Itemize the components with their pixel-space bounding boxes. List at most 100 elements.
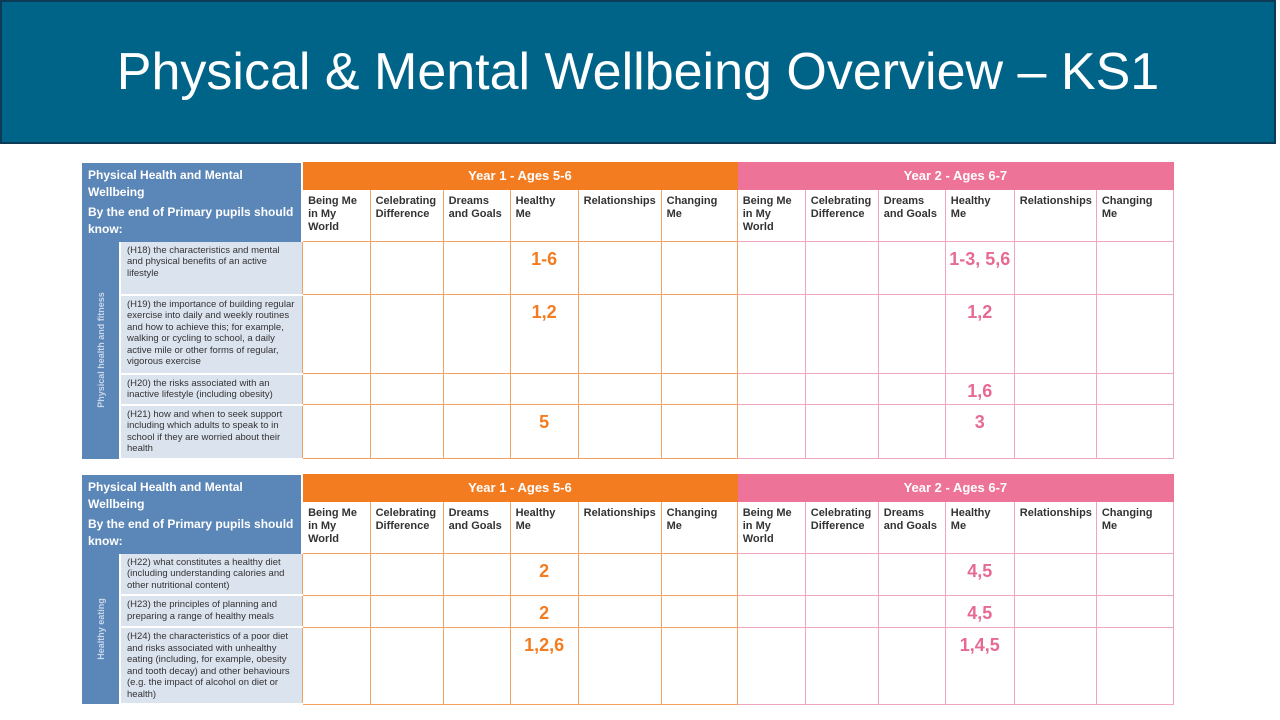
column-header: Dreams and Goals bbox=[877, 500, 946, 555]
year-header-row: Physical Health and Mental Wellbeing By t… bbox=[82, 474, 1175, 554]
column-header: Healthy Me bbox=[944, 500, 1015, 555]
statement-cell: (H21) how and when to seek support inclu… bbox=[120, 404, 303, 460]
year2-cell bbox=[804, 241, 879, 295]
year2-cell bbox=[877, 594, 946, 628]
year1-cell bbox=[369, 553, 444, 596]
section-label: Physical health and fitness bbox=[82, 241, 121, 459]
year2-cell bbox=[877, 626, 946, 705]
year1-cell bbox=[577, 373, 662, 405]
year1-header: Year 1 - Ages 5-6 bbox=[301, 162, 738, 190]
year2-cell bbox=[1095, 241, 1175, 295]
column-header: Celebrating Difference bbox=[804, 188, 879, 243]
table-row: (H20) the risks associated with an inact… bbox=[82, 373, 1175, 406]
year2-cell: 1,6 bbox=[944, 373, 1015, 405]
year1-cell: 5 bbox=[509, 404, 579, 459]
year1-cell: 1,2,6 bbox=[509, 626, 579, 705]
statement-cell: (H22) what constitutes a healthy diet (i… bbox=[120, 553, 303, 596]
heading-text: Physical Health and Mental Wellbeing bbox=[88, 167, 243, 199]
year2-cell bbox=[1013, 404, 1097, 459]
year-header-row: Physical Health and Mental Wellbeing By t… bbox=[82, 162, 1175, 242]
column-header-row: Being Me in My World Celebrating Differen… bbox=[82, 188, 1175, 243]
subheading-text: By the end of Primary pupils should know… bbox=[88, 204, 294, 236]
year1-cell bbox=[577, 404, 662, 459]
year1-cell bbox=[660, 626, 738, 705]
column-header: Being Me in My World bbox=[736, 500, 806, 555]
year2-cell bbox=[1013, 294, 1097, 374]
year2-header: Year 2 - Ages 6-7 bbox=[736, 474, 1175, 502]
year1-cell bbox=[301, 294, 371, 374]
year2-cell bbox=[804, 553, 879, 596]
year1-cell bbox=[577, 594, 662, 628]
year2-cell bbox=[804, 626, 879, 705]
column-header: Healthy Me bbox=[944, 188, 1015, 243]
statement-cell: (H19) the importance of building regular… bbox=[120, 294, 303, 375]
year2-cell bbox=[1095, 626, 1175, 705]
year1-cell bbox=[301, 373, 371, 405]
year2-cell bbox=[736, 373, 806, 405]
year2-cell bbox=[1013, 373, 1097, 405]
year2-cell bbox=[736, 241, 806, 295]
year1-cell bbox=[369, 404, 444, 459]
year2-cell bbox=[1095, 594, 1175, 628]
year1-cell bbox=[301, 404, 371, 459]
table-row: (H24) the characteristics of a poor diet… bbox=[82, 626, 1175, 705]
year1-cell bbox=[577, 626, 662, 705]
year2-cell bbox=[1013, 241, 1097, 295]
column-header: Dreams and Goals bbox=[442, 500, 511, 555]
year2-cell bbox=[877, 373, 946, 405]
year1-cell bbox=[369, 626, 444, 705]
year1-cell bbox=[369, 373, 444, 405]
table-row: (H19) the importance of building regular… bbox=[82, 294, 1175, 375]
year1-cell bbox=[577, 553, 662, 596]
table-row: (H23) the principles of planning and pre… bbox=[82, 594, 1175, 628]
page-title: Physical & Mental Wellbeing Overview – K… bbox=[116, 43, 1160, 101]
year1-cell bbox=[369, 294, 444, 374]
column-header: Being Me in My World bbox=[301, 500, 371, 555]
year2-cell bbox=[877, 404, 946, 459]
year1-cell bbox=[301, 553, 371, 596]
column-header: Being Me in My World bbox=[736, 188, 806, 243]
year2-cell bbox=[804, 594, 879, 628]
year1-cell bbox=[442, 294, 511, 374]
year2-cell bbox=[804, 373, 879, 405]
year2-cell bbox=[877, 553, 946, 596]
year2-cell: 1-3, 5,6 bbox=[944, 241, 1015, 295]
table-row: (H21) how and when to seek support inclu… bbox=[82, 404, 1175, 460]
year2-cell bbox=[877, 241, 946, 295]
column-header-row: Being Me in My World Celebrating Differen… bbox=[82, 500, 1175, 555]
section-label-text: Physical health and fitness bbox=[95, 292, 106, 408]
wellbeing-table: Physical Health and Mental Wellbeing By t… bbox=[82, 474, 1175, 705]
year2-cell bbox=[1013, 553, 1097, 596]
column-header: Changing Me bbox=[660, 500, 738, 555]
year1-cell bbox=[660, 594, 738, 628]
year2-cell bbox=[804, 404, 879, 459]
table-heading: Physical Health and Mental Wellbeing By t… bbox=[82, 474, 304, 554]
column-header: Relationships bbox=[577, 188, 662, 243]
year1-cell bbox=[577, 294, 662, 374]
column-header: Relationships bbox=[577, 500, 662, 555]
year2-cell: 4,5 bbox=[944, 553, 1015, 596]
year2-cell bbox=[1095, 553, 1175, 596]
statement-cell: (H23) the principles of planning and pre… bbox=[120, 595, 303, 628]
year1-cell bbox=[442, 553, 511, 596]
column-header: Relationships bbox=[1013, 500, 1097, 555]
year1-cell: 1-6 bbox=[509, 241, 579, 295]
table-row: Physical health and fitness (H18) the cha… bbox=[82, 241, 1175, 459]
year1-cell bbox=[442, 373, 511, 405]
statement-cell: (H20) the risks associated with an inact… bbox=[120, 373, 303, 406]
year1-cell bbox=[301, 241, 371, 295]
year2-cell: 1,4,5 bbox=[944, 626, 1015, 705]
year1-cell bbox=[301, 594, 371, 628]
column-header: Celebrating Difference bbox=[369, 188, 444, 243]
column-header: Healthy Me bbox=[509, 188, 579, 243]
column-header: Changing Me bbox=[1095, 500, 1175, 555]
column-header: Changing Me bbox=[1095, 188, 1175, 243]
year1-header: Year 1 - Ages 5-6 bbox=[301, 474, 738, 502]
year2-header: Year 2 - Ages 6-7 bbox=[736, 162, 1175, 190]
year1-cell bbox=[442, 594, 511, 628]
column-header: Relationships bbox=[1013, 188, 1097, 243]
year1-cell bbox=[660, 241, 738, 295]
heading-text: Physical Health and Mental Wellbeing bbox=[88, 479, 243, 511]
year1-cell bbox=[660, 373, 738, 405]
year1-cell bbox=[301, 626, 371, 705]
